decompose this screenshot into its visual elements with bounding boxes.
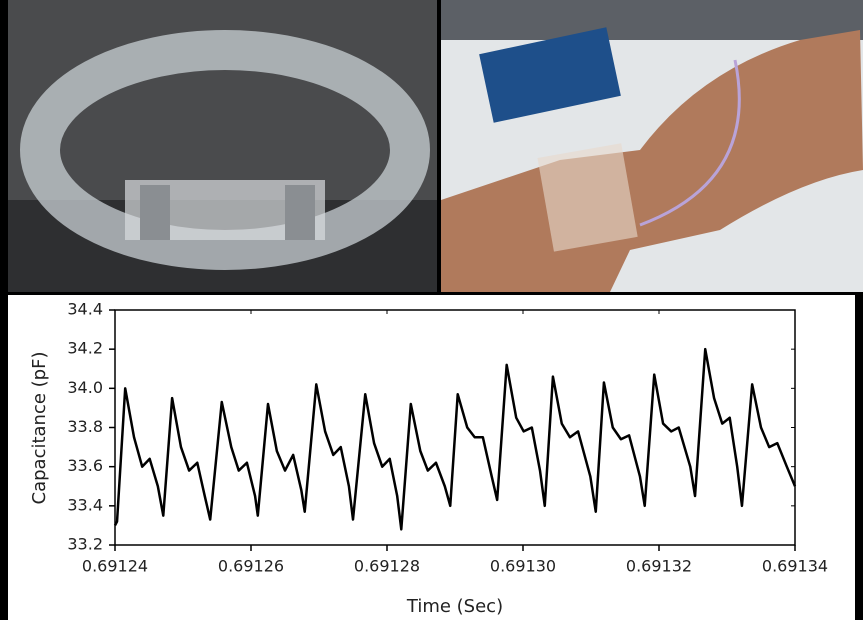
x-tick-label: 0.69134 bbox=[762, 557, 828, 576]
y-tick-label: 33.8 bbox=[67, 417, 103, 436]
y-tick-label: 33.2 bbox=[67, 535, 103, 554]
y-tick-label: 34.0 bbox=[67, 378, 103, 397]
x-axis-title: Time (Sec) bbox=[406, 596, 503, 617]
chart-background bbox=[8, 295, 855, 620]
x-tick-label: 0.69132 bbox=[626, 557, 692, 576]
x-tick-label: 0.69128 bbox=[354, 557, 420, 576]
y-tick-label: 34.2 bbox=[67, 339, 103, 358]
y-tick-label: 33.6 bbox=[67, 456, 103, 475]
x-tick-label: 0.69126 bbox=[218, 557, 284, 576]
photo-band bbox=[8, 0, 437, 292]
y-tick-label: 33.4 bbox=[67, 495, 103, 514]
photo-wrist bbox=[441, 0, 863, 292]
y-axis-title: Capacitance (pF) bbox=[29, 352, 50, 505]
data-line bbox=[113, 347, 797, 531]
x-tick-label: 0.69130 bbox=[490, 557, 556, 576]
x-tick-label: 0.69124 bbox=[82, 557, 148, 576]
y-tick-label: 34.4 bbox=[67, 300, 103, 319]
